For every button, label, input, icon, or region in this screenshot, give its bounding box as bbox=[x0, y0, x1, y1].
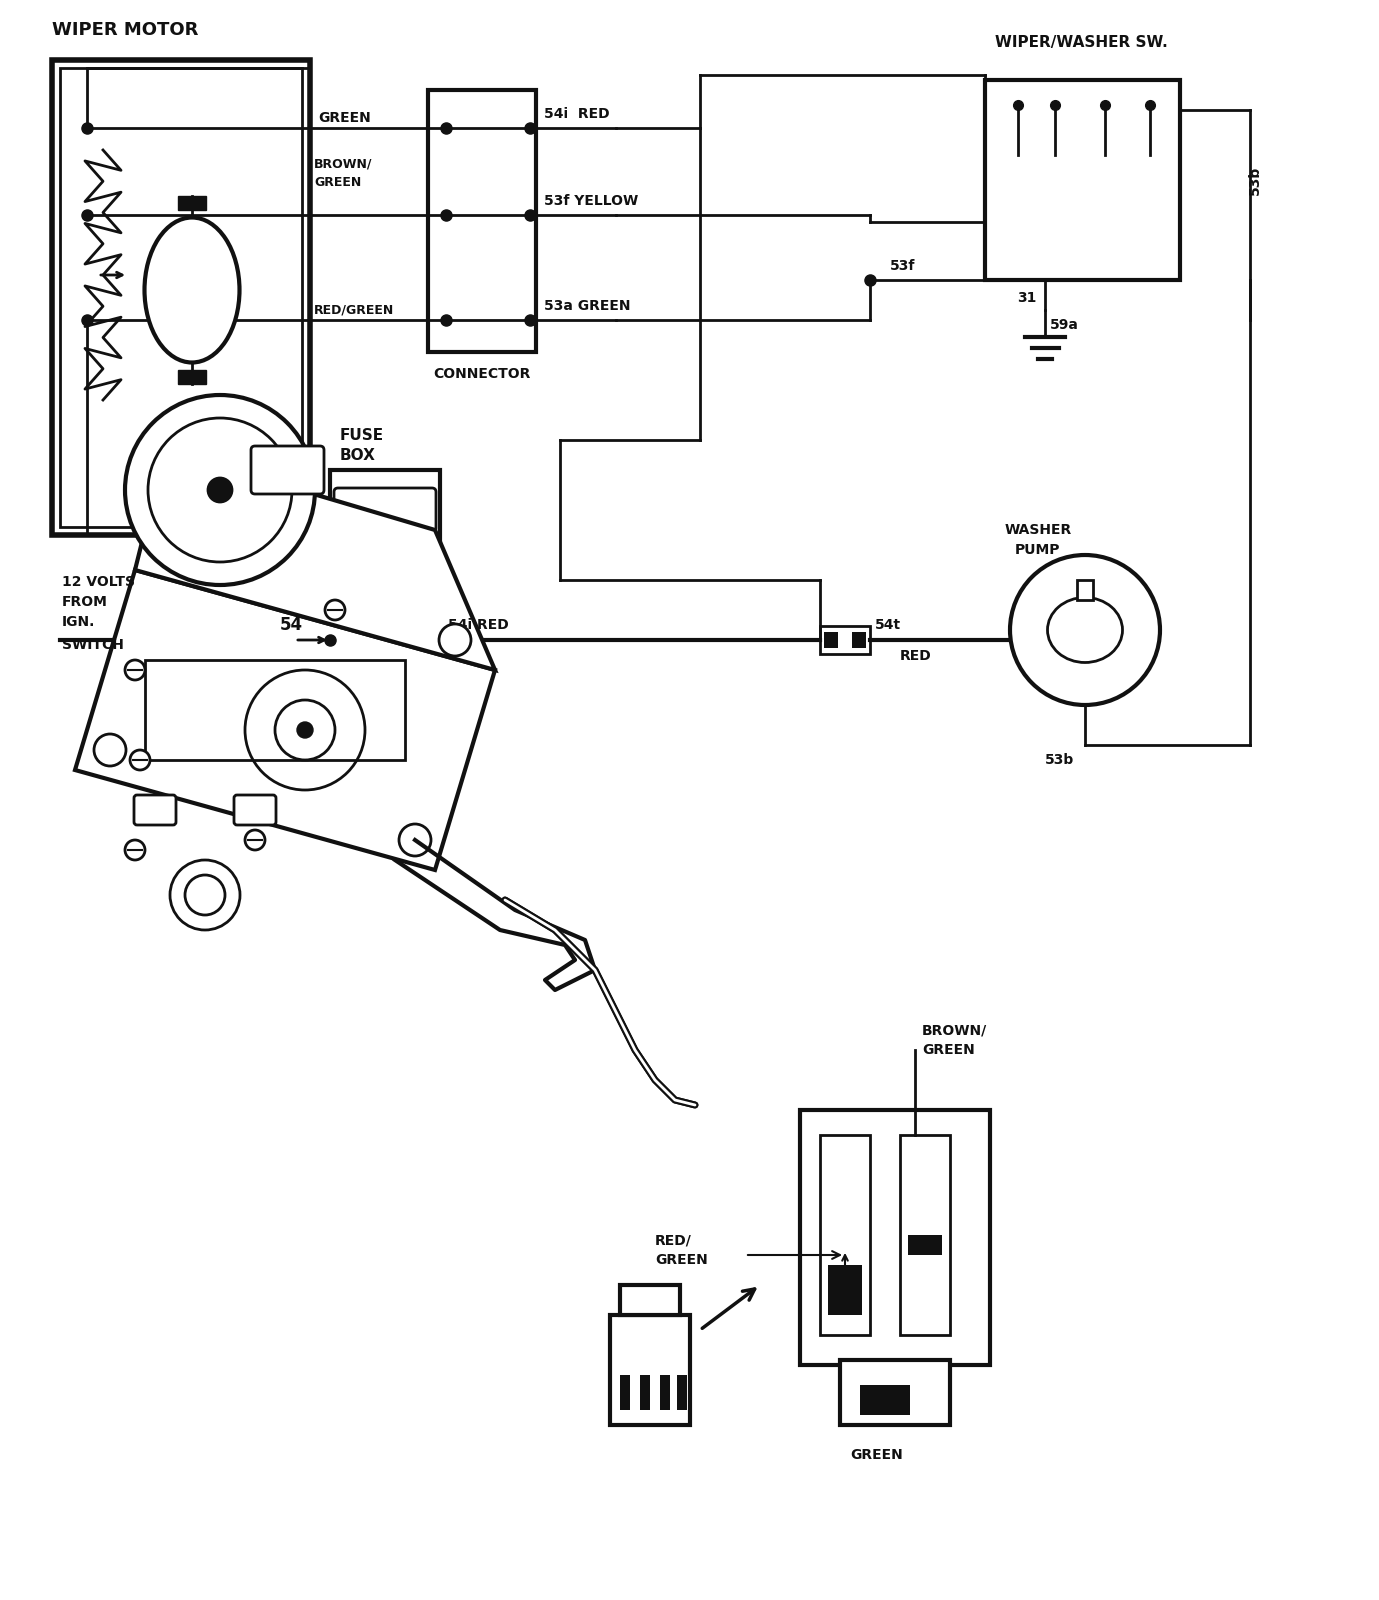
Bar bbox=[907, 1235, 942, 1254]
Bar bbox=[621, 1285, 680, 1315]
Text: 54i  RED: 54i RED bbox=[543, 107, 610, 122]
Text: RED: RED bbox=[900, 650, 932, 662]
Bar bbox=[821, 1134, 870, 1334]
Circle shape bbox=[399, 824, 432, 856]
Bar bbox=[52, 59, 310, 534]
Text: FROM: FROM bbox=[62, 595, 108, 610]
Text: 53f: 53f bbox=[889, 259, 916, 274]
Bar bbox=[677, 1374, 687, 1410]
Bar bbox=[621, 1374, 630, 1410]
Ellipse shape bbox=[1048, 597, 1123, 662]
Text: RED/GREEN: RED/GREEN bbox=[314, 304, 394, 317]
Text: 54: 54 bbox=[280, 616, 303, 634]
Text: WASHER: WASHER bbox=[1005, 523, 1073, 538]
Bar bbox=[661, 1374, 670, 1410]
Text: GREEN: GREEN bbox=[319, 110, 371, 125]
Text: WIPER MOTOR: WIPER MOTOR bbox=[52, 21, 199, 38]
Circle shape bbox=[245, 830, 265, 850]
Circle shape bbox=[130, 750, 150, 770]
Circle shape bbox=[125, 395, 314, 586]
Polygon shape bbox=[135, 450, 495, 670]
Circle shape bbox=[125, 840, 145, 861]
Text: GREEN: GREEN bbox=[923, 1043, 975, 1058]
Text: SWITCH: SWITCH bbox=[62, 638, 124, 653]
Text: GREEN: GREEN bbox=[655, 1253, 707, 1267]
Circle shape bbox=[296, 722, 313, 738]
Circle shape bbox=[94, 734, 125, 766]
Bar bbox=[427, 90, 536, 352]
FancyBboxPatch shape bbox=[251, 446, 324, 494]
FancyBboxPatch shape bbox=[234, 795, 276, 826]
Text: 53a GREEN: 53a GREEN bbox=[543, 299, 630, 314]
Text: BROWN/: BROWN/ bbox=[314, 157, 372, 171]
Text: 59a: 59a bbox=[1049, 318, 1078, 333]
Bar bbox=[610, 1315, 690, 1426]
Circle shape bbox=[325, 600, 345, 619]
Bar bbox=[825, 632, 838, 648]
Text: FUSE: FUSE bbox=[341, 427, 385, 443]
Text: PUMP: PUMP bbox=[1015, 542, 1060, 557]
Bar bbox=[800, 1110, 990, 1365]
Bar bbox=[640, 1374, 650, 1410]
Text: BROWN/: BROWN/ bbox=[923, 1022, 987, 1037]
Circle shape bbox=[208, 478, 232, 502]
Circle shape bbox=[170, 861, 240, 930]
Bar bbox=[145, 659, 405, 760]
Bar bbox=[900, 1134, 950, 1334]
Text: 53b: 53b bbox=[1248, 165, 1262, 195]
Text: RED/: RED/ bbox=[655, 1234, 692, 1246]
Circle shape bbox=[274, 701, 335, 760]
Ellipse shape bbox=[145, 218, 240, 363]
Bar bbox=[860, 1386, 910, 1414]
Text: BOX: BOX bbox=[341, 448, 376, 462]
Text: WIPER/WASHER SW.: WIPER/WASHER SW. bbox=[996, 35, 1168, 50]
Text: CONNECTOR: CONNECTOR bbox=[433, 366, 531, 381]
Circle shape bbox=[1009, 555, 1160, 706]
Bar bbox=[178, 195, 205, 210]
Circle shape bbox=[125, 659, 145, 680]
Bar bbox=[61, 67, 302, 526]
Circle shape bbox=[439, 624, 472, 656]
Bar bbox=[330, 470, 440, 781]
Text: 53b: 53b bbox=[1045, 754, 1074, 766]
FancyBboxPatch shape bbox=[134, 795, 177, 826]
Text: 53f YELLOW: 53f YELLOW bbox=[543, 194, 638, 208]
Text: 54i RED: 54i RED bbox=[448, 618, 509, 632]
Text: GREEN: GREEN bbox=[314, 176, 361, 189]
Bar bbox=[827, 1266, 862, 1315]
Text: 12 VOLTS: 12 VOLTS bbox=[62, 574, 135, 589]
Bar bbox=[821, 626, 870, 654]
Bar bbox=[1077, 579, 1094, 600]
Bar bbox=[840, 1360, 950, 1426]
Circle shape bbox=[245, 670, 365, 790]
Text: M: M bbox=[268, 464, 280, 477]
Text: GREEN: GREEN bbox=[849, 1448, 903, 1462]
Bar bbox=[852, 632, 866, 648]
Bar bbox=[985, 80, 1180, 280]
Text: IGN.: IGN. bbox=[62, 614, 95, 629]
Bar bbox=[178, 370, 205, 384]
Polygon shape bbox=[74, 570, 495, 870]
Text: 54t: 54t bbox=[876, 618, 900, 632]
Text: 31: 31 bbox=[1016, 291, 1037, 306]
